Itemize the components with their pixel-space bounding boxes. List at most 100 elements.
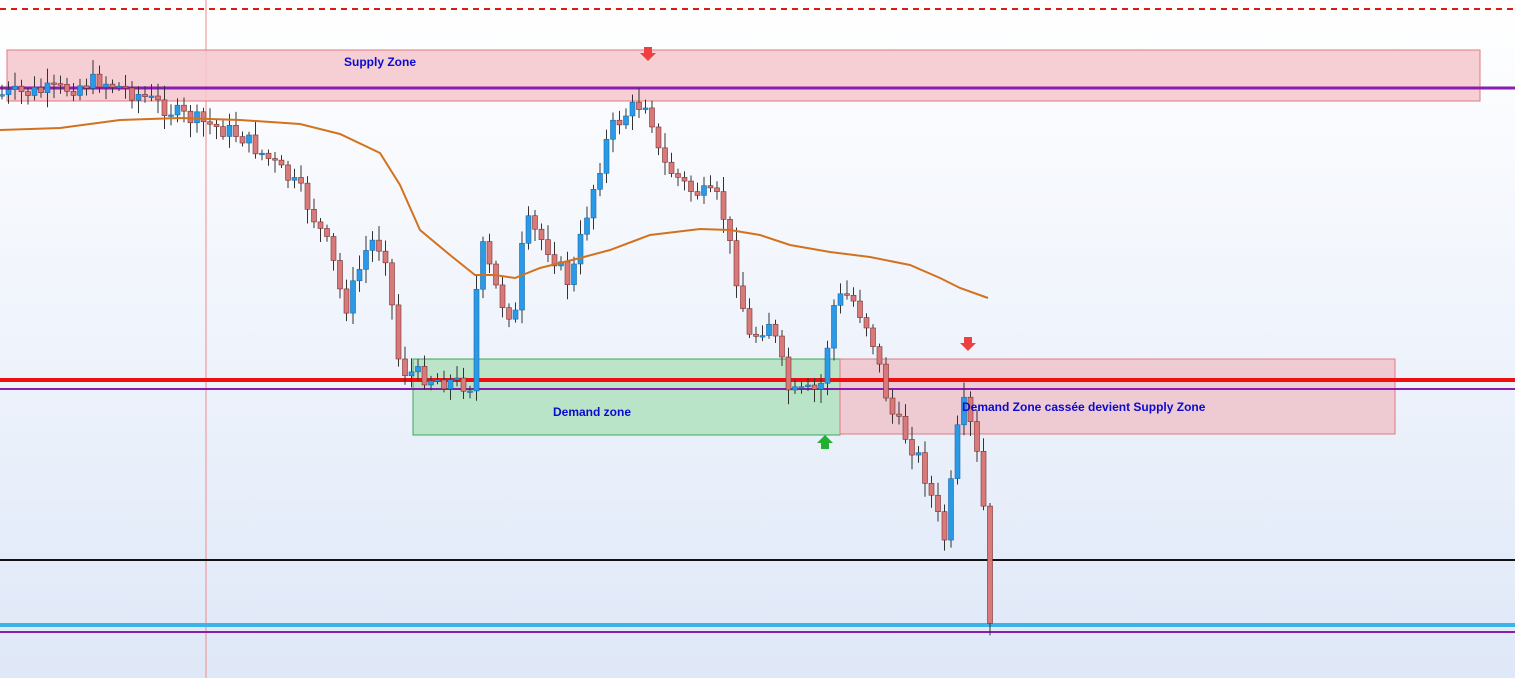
- down-arrow: [960, 337, 976, 351]
- candle-body: [155, 95, 161, 101]
- candle-body: [168, 114, 174, 117]
- broken-zone: [839, 358, 1396, 435]
- candle-body: [642, 107, 649, 110]
- candle-body: [512, 309, 519, 320]
- candle-body: [681, 177, 688, 182]
- candle-body: [434, 379, 441, 382]
- candle-body: [181, 104, 187, 112]
- candle-body: [18, 85, 25, 92]
- candle-body: [259, 152, 265, 156]
- candle-body: [922, 452, 928, 484]
- candle-body: [785, 356, 792, 391]
- candle-body: [5, 89, 12, 95]
- candle-body: [831, 305, 837, 349]
- candle-body: [915, 452, 922, 456]
- candle-body: [655, 126, 662, 149]
- candle-body: [714, 187, 720, 192]
- candle-body: [772, 323, 779, 337]
- candle-body: [889, 397, 896, 415]
- candle-body: [272, 158, 278, 161]
- candle-body: [441, 379, 447, 390]
- candle-body: [213, 123, 220, 127]
- candle-body: [538, 228, 545, 240]
- candle-body: [564, 261, 571, 285]
- candle-body: [623, 115, 629, 126]
- candle-body: [350, 280, 356, 314]
- candle-body: [0, 94, 5, 97]
- candle-body: [96, 73, 103, 88]
- candle-body: [116, 85, 122, 89]
- candle-body: [376, 239, 382, 252]
- candle-body: [278, 159, 285, 166]
- candle-body: [324, 228, 330, 237]
- candle-body: [148, 95, 155, 98]
- candle-body: [460, 377, 467, 392]
- candle-body: [870, 327, 876, 347]
- candle-body: [649, 107, 655, 128]
- candle-body: [311, 208, 317, 223]
- candle-body: [720, 191, 727, 220]
- candle-body: [317, 221, 324, 229]
- candle-body: [837, 293, 844, 306]
- candle-body: [792, 386, 798, 391]
- candle-body: [12, 85, 18, 90]
- candle-body: [389, 262, 395, 306]
- candle-body: [467, 390, 473, 393]
- candle-body: [746, 308, 753, 335]
- candle-body: [811, 384, 818, 390]
- candle-body: [265, 152, 272, 159]
- candle-body: [77, 85, 83, 96]
- candle-body: [103, 83, 109, 88]
- candle-body: [90, 73, 96, 89]
- candle-body: [135, 94, 142, 101]
- candle-body: [551, 254, 558, 267]
- candle-body: [142, 94, 148, 97]
- candle-body: [909, 439, 915, 456]
- candle-body: [590, 188, 597, 219]
- candle-body: [883, 363, 889, 399]
- candle-body: [51, 82, 57, 85]
- candle-body: [857, 300, 863, 318]
- candle-body: [200, 111, 207, 123]
- candle-body: [473, 288, 480, 392]
- candle-body: [369, 239, 376, 251]
- candle-body: [363, 250, 369, 270]
- demand-zone: [412, 358, 841, 436]
- candle-body: [239, 136, 246, 144]
- broken-zone-label: Demand Zone cassée devient Supply Zone: [962, 400, 1206, 414]
- candle-body: [70, 91, 77, 96]
- candle-body: [616, 119, 623, 126]
- candle-body: [753, 333, 759, 337]
- candle-body: [298, 177, 304, 184]
- candle-body: [447, 379, 454, 390]
- candle-body: [629, 101, 636, 117]
- candle-body: [330, 236, 337, 261]
- candle-body: [233, 124, 239, 137]
- candle-body: [532, 215, 538, 230]
- candle-body: [584, 217, 590, 235]
- candle-body: [967, 396, 974, 422]
- candle-body: [402, 358, 408, 377]
- supply-zone: [6, 49, 1481, 102]
- candle-body: [935, 494, 941, 512]
- candle-body: [220, 126, 226, 137]
- candle-body: [759, 335, 766, 338]
- candle-body: [701, 185, 707, 196]
- candle-body: [980, 451, 987, 507]
- candle-body: [850, 294, 857, 302]
- candle-body: [740, 285, 746, 309]
- candle-body: [824, 347, 831, 384]
- candle-body: [64, 83, 70, 92]
- moving-average: [0, 116, 989, 299]
- candle-body: [486, 241, 493, 265]
- candle-body: [863, 317, 870, 329]
- candle-body: [571, 263, 577, 285]
- candle-body: [779, 335, 785, 358]
- candle-body: [766, 323, 772, 336]
- candle-body: [694, 191, 701, 196]
- candle-body: [415, 366, 421, 373]
- candle-body: [506, 307, 512, 320]
- candle-body: [603, 138, 610, 174]
